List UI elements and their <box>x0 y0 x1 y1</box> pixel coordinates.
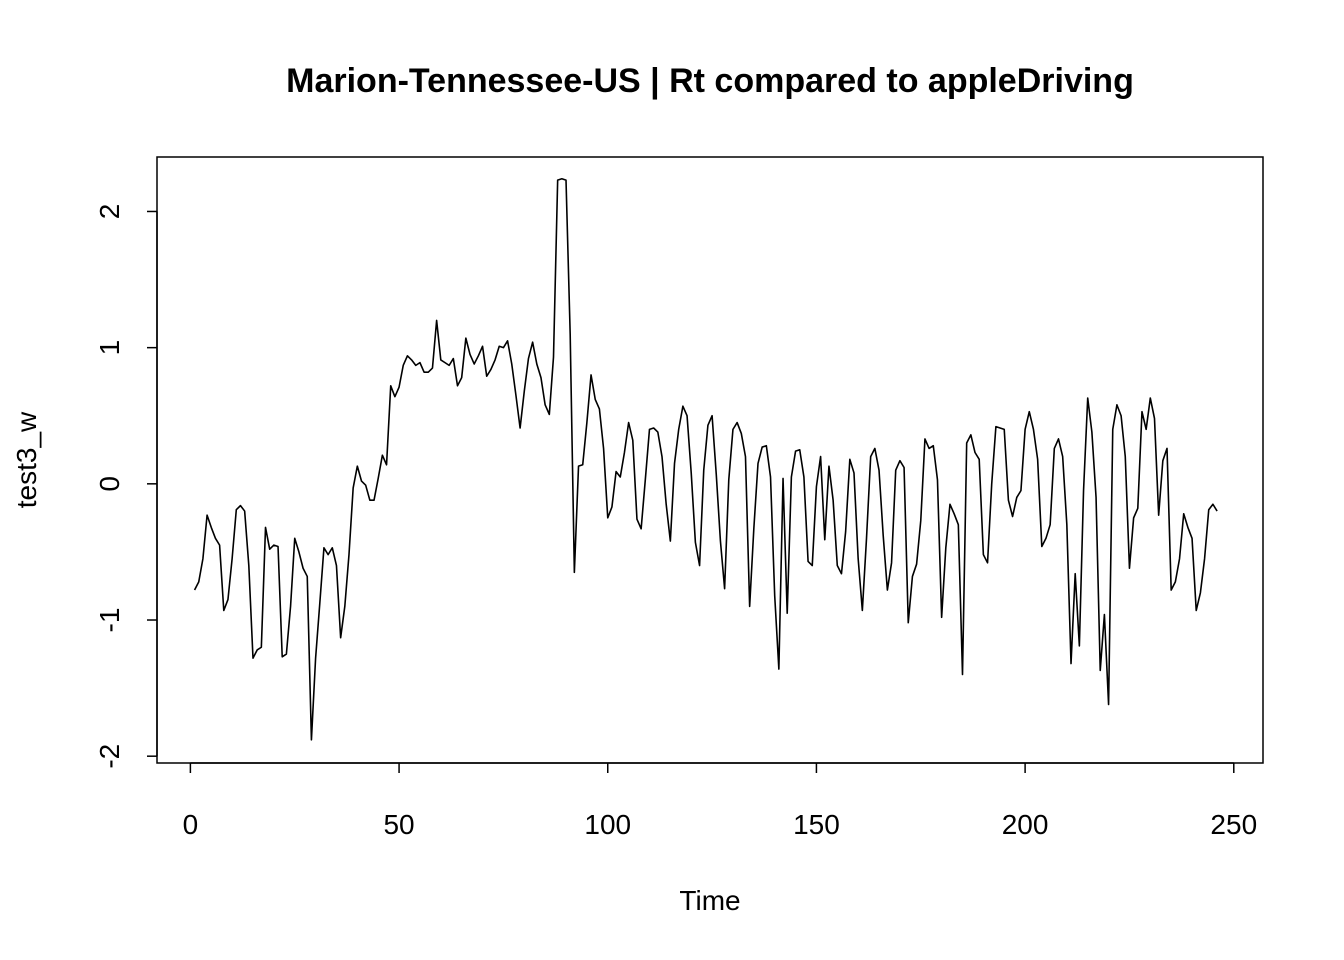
x-axis: 0 50 100 150 200 250 <box>183 762 1257 840</box>
x-tick-label: 0 <box>183 809 199 840</box>
y-tick-label: -1 <box>94 608 125 633</box>
x-tick-label: 50 <box>383 809 414 840</box>
x-axis-label: Time <box>679 885 740 916</box>
x-tick-label: 200 <box>1002 809 1049 840</box>
y-tick-label: -2 <box>94 744 125 769</box>
series-group <box>193 177 1218 741</box>
x-tick-label: 100 <box>584 809 631 840</box>
chart-title: Marion-Tennessee-US | Rt compared to app… <box>286 62 1134 100</box>
x-tick-label: 250 <box>1210 809 1257 840</box>
x-tick-label: 150 <box>793 809 840 840</box>
plot-frame <box>156 156 1264 764</box>
y-tick-label: 2 <box>94 204 125 220</box>
series-line <box>193 177 1218 741</box>
y-tick-label: 1 <box>94 340 125 356</box>
y-tick-label: 0 <box>94 476 125 492</box>
y-axis-label: test3_w <box>11 411 42 508</box>
y-axis: -2 -1 0 1 2 <box>94 204 158 769</box>
